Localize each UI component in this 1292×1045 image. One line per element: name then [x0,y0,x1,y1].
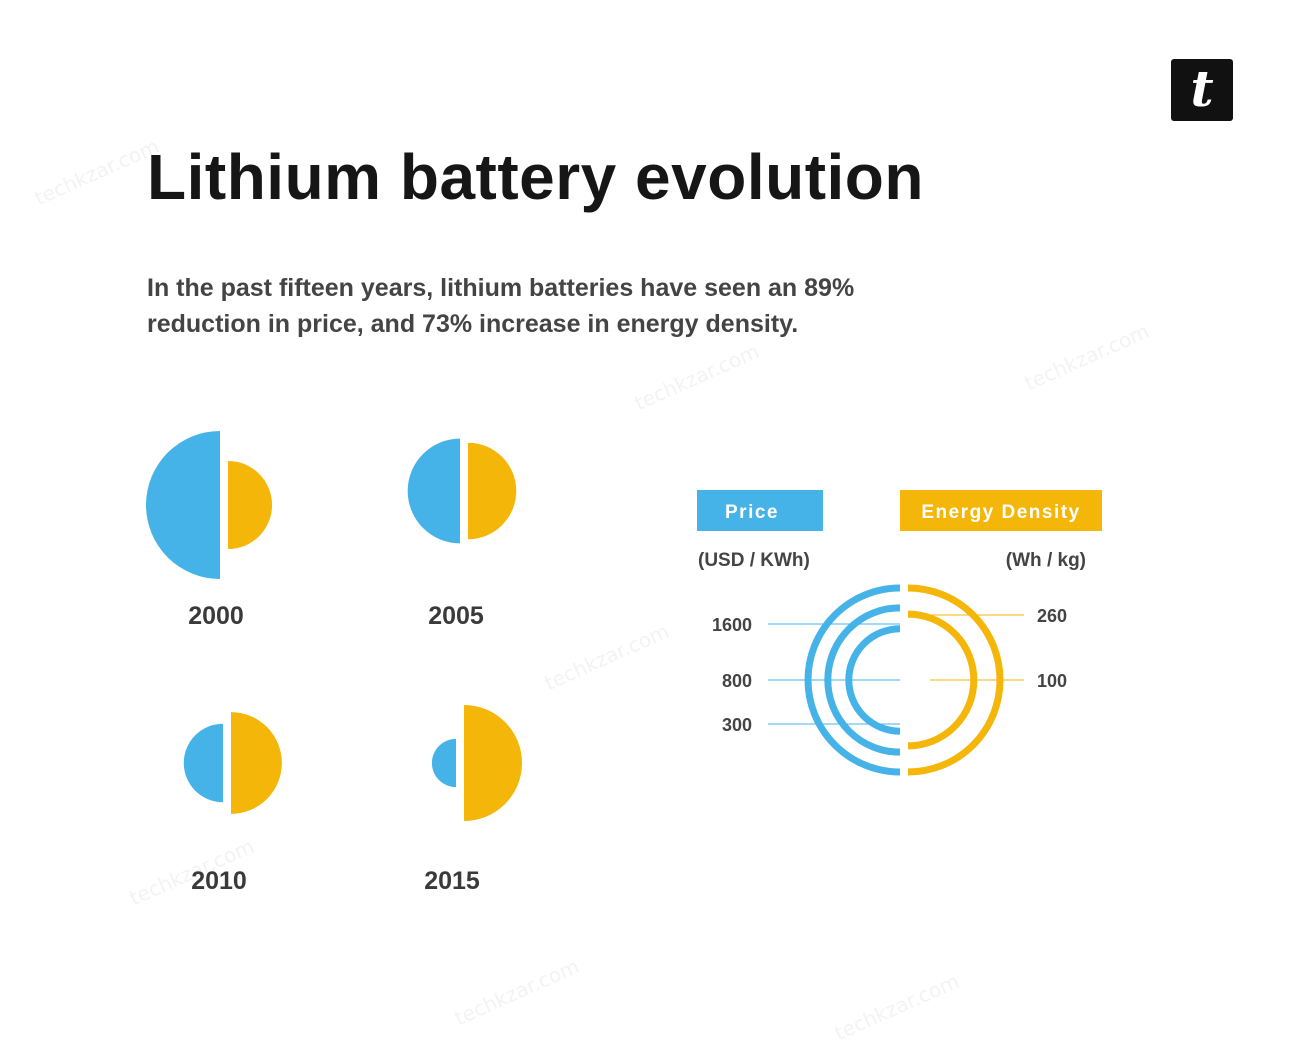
legend-density-label: Energy Density [921,502,1080,523]
subtitle-line-1: In the past fifteen years, lithium batte… [147,274,855,302]
year-label-2010: 2010 [191,867,247,895]
price-tick-800: 800 [722,671,752,691]
price-unit-label: (USD / KWh) [698,550,810,571]
density-half-2010 [231,712,282,814]
density-tick-260: 260 [1037,606,1067,626]
density-unit-label: (Wh / kg) [1006,550,1086,571]
arc-scale: Price Energy Density (USD / KWh) (Wh / k… [697,490,1102,776]
legend-price-label: Price [725,502,779,523]
brand-logo: t [1171,59,1233,121]
legend-price-swatch [697,490,823,531]
price-tick-1600: 1600 [712,615,752,635]
legend-density-swatch [900,490,1102,531]
price-half-2010 [183,723,223,803]
density-half-2000 [228,460,273,550]
price-tick-300: 300 [722,715,752,735]
subtitle-line-2: reduction in price, and 73% increase in … [147,310,799,338]
year-label-2015: 2015 [424,867,480,895]
price-half-2015 [431,738,456,788]
density-half-2005 [468,442,517,540]
price-half-2005 [407,438,460,544]
year-label-2000: 2000 [188,602,244,630]
year-pairs: 2000 2005 2010 2015 [146,431,522,895]
density-tick-100: 100 [1037,671,1067,691]
density-half-2015 [464,705,522,821]
price-half-2000 [146,431,220,579]
year-label-2005: 2005 [428,602,484,630]
page-title: Lithium battery evolution [147,141,924,213]
subtitle: In the past fifteen years, lithium batte… [147,270,987,342]
